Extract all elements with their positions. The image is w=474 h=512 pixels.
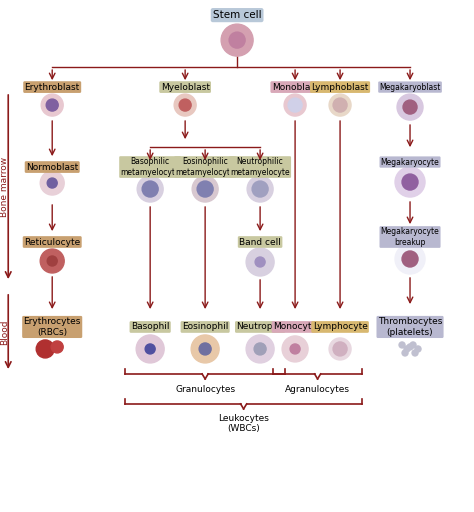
Text: Erythroblast: Erythroblast <box>25 82 80 92</box>
Circle shape <box>395 244 425 274</box>
Circle shape <box>255 257 265 267</box>
Text: Eosinophilic
metamyelocyte: Eosinophilic metamyelocyte <box>175 157 235 177</box>
Text: Megakaryoblast: Megakaryoblast <box>379 82 441 92</box>
Text: Monoblast: Monoblast <box>272 82 319 92</box>
Text: Bone marrow: Bone marrow <box>0 157 9 217</box>
Circle shape <box>333 342 347 356</box>
Circle shape <box>199 343 211 355</box>
Circle shape <box>329 94 351 116</box>
Circle shape <box>136 335 164 363</box>
Text: Thrombocytes
(platelets): Thrombocytes (platelets) <box>378 317 442 337</box>
Circle shape <box>40 249 64 273</box>
Text: Lymphocyte: Lymphocyte <box>313 323 367 331</box>
Circle shape <box>254 343 266 355</box>
Text: Neutrophilic
metamyelocyte: Neutrophilic metamyelocyte <box>230 157 290 177</box>
Circle shape <box>290 344 300 354</box>
Circle shape <box>221 24 253 56</box>
Text: Leukocytes
(WBCs): Leukocytes (WBCs) <box>218 414 269 433</box>
Circle shape <box>197 181 213 197</box>
Circle shape <box>229 32 245 48</box>
Text: Granulocytes: Granulocytes <box>175 385 235 394</box>
Text: Erythrocytes
(RBCs): Erythrocytes (RBCs) <box>24 317 81 337</box>
Circle shape <box>41 94 63 116</box>
Circle shape <box>46 99 58 111</box>
Circle shape <box>415 346 421 352</box>
Circle shape <box>51 341 63 353</box>
Circle shape <box>145 344 155 354</box>
Circle shape <box>179 99 191 111</box>
Circle shape <box>192 176 218 202</box>
Text: Reticulocyte: Reticulocyte <box>24 238 80 246</box>
Text: Band cell: Band cell <box>239 238 281 246</box>
Text: Eosinophil: Eosinophil <box>182 323 228 331</box>
Circle shape <box>174 94 196 116</box>
Circle shape <box>284 94 306 116</box>
Circle shape <box>246 248 274 276</box>
Circle shape <box>246 335 274 363</box>
Circle shape <box>402 251 418 267</box>
Circle shape <box>247 176 273 202</box>
Circle shape <box>397 94 423 120</box>
Circle shape <box>288 98 302 112</box>
Circle shape <box>329 338 351 360</box>
Text: Neutrophil: Neutrophil <box>237 323 284 331</box>
Circle shape <box>402 350 408 356</box>
Circle shape <box>407 344 413 350</box>
Circle shape <box>47 256 57 266</box>
Text: Basophil: Basophil <box>131 323 169 331</box>
Circle shape <box>142 181 158 197</box>
Text: Stem cell: Stem cell <box>213 10 262 20</box>
Circle shape <box>40 171 64 195</box>
Circle shape <box>191 335 219 363</box>
Circle shape <box>410 342 416 348</box>
Circle shape <box>402 174 418 190</box>
Circle shape <box>404 346 410 352</box>
Text: Blood: Blood <box>0 319 9 345</box>
Circle shape <box>412 350 418 356</box>
Circle shape <box>282 336 308 362</box>
Text: Monocyte: Monocyte <box>273 323 317 331</box>
Circle shape <box>47 178 57 188</box>
Circle shape <box>333 98 347 112</box>
Text: Lymphoblast: Lymphoblast <box>311 82 369 92</box>
Text: Megakaryocyte
breakup: Megakaryocyte breakup <box>381 227 439 247</box>
Circle shape <box>252 181 268 197</box>
Circle shape <box>395 167 425 197</box>
Circle shape <box>137 176 163 202</box>
Circle shape <box>36 340 54 358</box>
Text: Megakaryocyte: Megakaryocyte <box>381 158 439 166</box>
Text: Basophilic
metamyelocyte: Basophilic metamyelocyte <box>120 157 180 177</box>
Text: Myeloblast: Myeloblast <box>161 82 210 92</box>
Text: Normoblast: Normoblast <box>26 162 78 172</box>
Text: Agranulocytes: Agranulocytes <box>285 385 350 394</box>
Circle shape <box>399 342 405 348</box>
Circle shape <box>403 100 417 114</box>
